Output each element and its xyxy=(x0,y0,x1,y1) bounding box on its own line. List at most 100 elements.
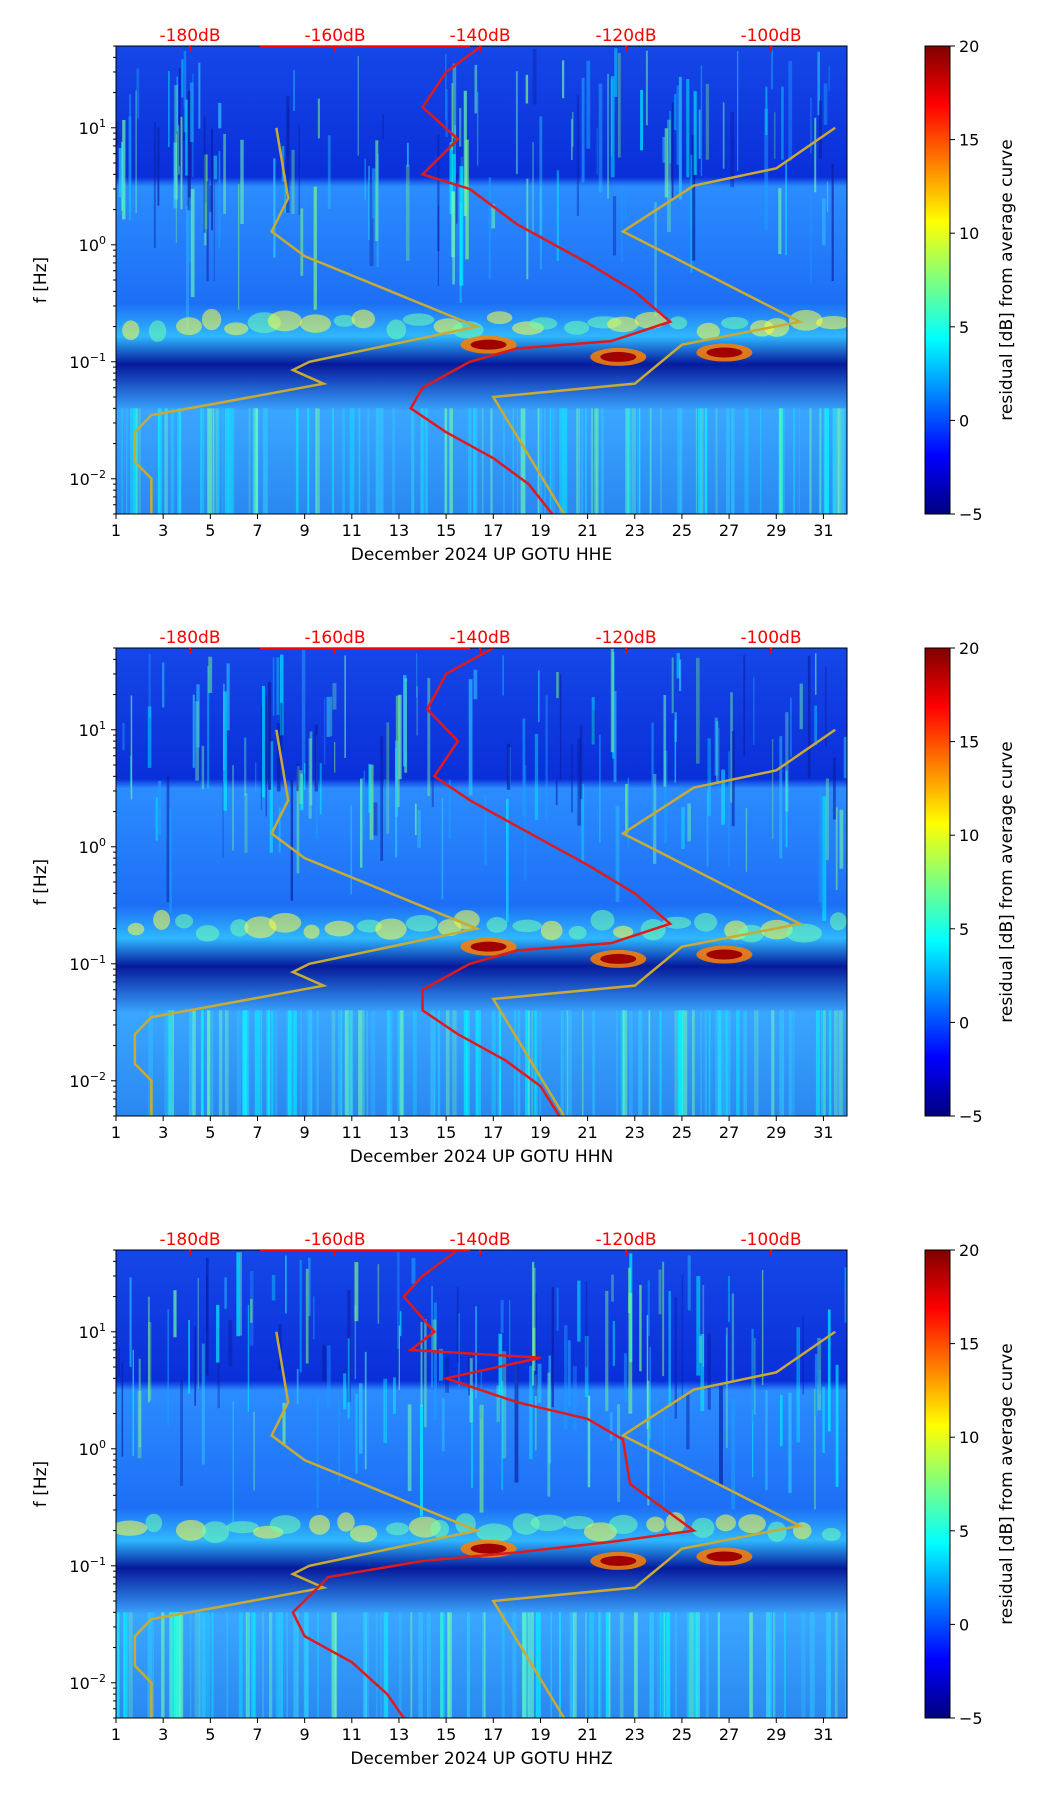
noise-stripe xyxy=(419,1404,423,1517)
microseism-stripe xyxy=(420,408,425,514)
noise-stripe xyxy=(839,809,844,869)
noise-stripe xyxy=(730,112,735,188)
microseism-stripe xyxy=(483,1612,486,1718)
noise-stripe xyxy=(382,114,384,140)
microseism-stripe xyxy=(678,1010,683,1116)
noise-stripe xyxy=(178,67,181,166)
microseism-stripe xyxy=(608,1612,611,1718)
y-tick-base: 10 xyxy=(69,955,89,974)
noise-stripe xyxy=(201,1343,205,1465)
noise-stripe xyxy=(745,807,748,872)
microseism-stripe xyxy=(715,408,718,514)
noise-stripe xyxy=(707,1333,711,1410)
noise-stripe xyxy=(781,86,784,160)
noise-stripe xyxy=(130,695,133,800)
microseism-blob xyxy=(612,925,634,939)
microseism-stripe xyxy=(164,408,168,514)
noise-stripe xyxy=(537,670,540,723)
noise-stripe xyxy=(826,181,829,212)
microseism-stripe xyxy=(341,1010,343,1116)
top-tick-label: -120dB xyxy=(595,26,656,46)
y-tick-label: 100 xyxy=(79,836,106,857)
noise-stripe xyxy=(827,1309,831,1432)
microseism-stripe xyxy=(594,408,598,514)
microseism-stripe xyxy=(637,408,640,514)
microseism-stripe xyxy=(625,408,630,514)
noise-stripe xyxy=(322,1344,327,1382)
noise-stripe xyxy=(532,142,534,234)
microseism-blob xyxy=(721,316,749,330)
microseism-stripe xyxy=(566,1010,569,1116)
microseism-stripe xyxy=(167,1010,173,1116)
noise-stripe xyxy=(722,102,725,169)
microseism-stripe xyxy=(135,408,139,514)
microseism-stripe xyxy=(837,408,842,514)
noise-stripe xyxy=(371,168,376,219)
noise-stripe xyxy=(194,1326,197,1406)
noise-stripe xyxy=(771,49,773,90)
noise-stripe xyxy=(420,1321,423,1407)
microseism-stripe xyxy=(211,1010,214,1116)
microseism-stripe xyxy=(838,1010,843,1116)
microseism-stripe xyxy=(527,1612,530,1718)
y-tick-exponent: 1 xyxy=(99,719,106,732)
noise-stripe xyxy=(502,1351,507,1459)
noise-stripe xyxy=(611,1274,614,1302)
microseism-stripe xyxy=(169,1612,173,1718)
noise-stripe xyxy=(431,1285,433,1388)
noise-stripe xyxy=(265,695,267,817)
microseism-stripe xyxy=(576,408,579,514)
noise-stripe xyxy=(822,1386,825,1454)
microseism-blob xyxy=(402,313,435,326)
noise-stripe xyxy=(309,731,313,806)
microseism-blob xyxy=(405,914,438,932)
microseism-stripe xyxy=(175,1612,180,1718)
noise-stripe xyxy=(562,60,565,99)
noise-stripe xyxy=(810,97,812,154)
microseism-stripe xyxy=(317,1612,319,1718)
microseism-stripe xyxy=(845,1612,847,1718)
noise-stripe xyxy=(690,154,693,273)
microseism-stripe xyxy=(695,408,697,514)
microseism-stripe xyxy=(721,1010,726,1116)
microseism-stripe xyxy=(288,1010,292,1116)
microseism-stripe xyxy=(841,408,846,514)
microseism-stripe xyxy=(476,1010,481,1116)
microseism-stripe xyxy=(697,408,702,514)
microseism-stripe xyxy=(226,1612,229,1718)
noise-stripe xyxy=(441,797,444,900)
noise-stripe xyxy=(135,90,137,213)
microseism-blob xyxy=(715,1514,736,1532)
microseism-stripe xyxy=(832,408,836,514)
noise-stripe xyxy=(576,94,579,217)
noise-stripe xyxy=(296,1368,299,1405)
noise-stripe xyxy=(612,1320,615,1366)
noise-stripe xyxy=(188,197,192,263)
plot-area xyxy=(116,648,847,1116)
noise-stripe xyxy=(169,808,172,913)
microseism-stripe xyxy=(691,1010,695,1116)
microseism-blob xyxy=(563,1516,594,1530)
microseism-stripe xyxy=(274,1010,278,1116)
x-tick-label: 9 xyxy=(300,521,310,540)
noise-stripe xyxy=(533,1267,536,1372)
model-curve-low xyxy=(133,1331,482,1718)
colorbar-tick-label: −5 xyxy=(959,1709,983,1728)
x-tick-label: 7 xyxy=(252,521,262,540)
microseism-stripe xyxy=(255,408,258,514)
noise-stripe xyxy=(178,125,180,175)
x-tick-label: 3 xyxy=(158,521,168,540)
noise-stripe xyxy=(338,1398,340,1484)
top-tick-label: -140dB xyxy=(449,1230,510,1250)
top-tick-label: -100dB xyxy=(740,1230,801,1250)
noise-stripe xyxy=(247,1304,250,1412)
microseism-stripe xyxy=(778,408,783,514)
noise-stripe xyxy=(737,50,739,171)
x-tick-label: 11 xyxy=(342,1725,362,1744)
noise-stripe xyxy=(500,1299,504,1333)
microseism-stripe xyxy=(606,1612,608,1718)
microseism-stripe xyxy=(449,408,453,514)
microseism-stripe xyxy=(260,1010,263,1116)
microseism-stripe xyxy=(726,1010,731,1116)
microseism-stripe xyxy=(629,1010,633,1116)
